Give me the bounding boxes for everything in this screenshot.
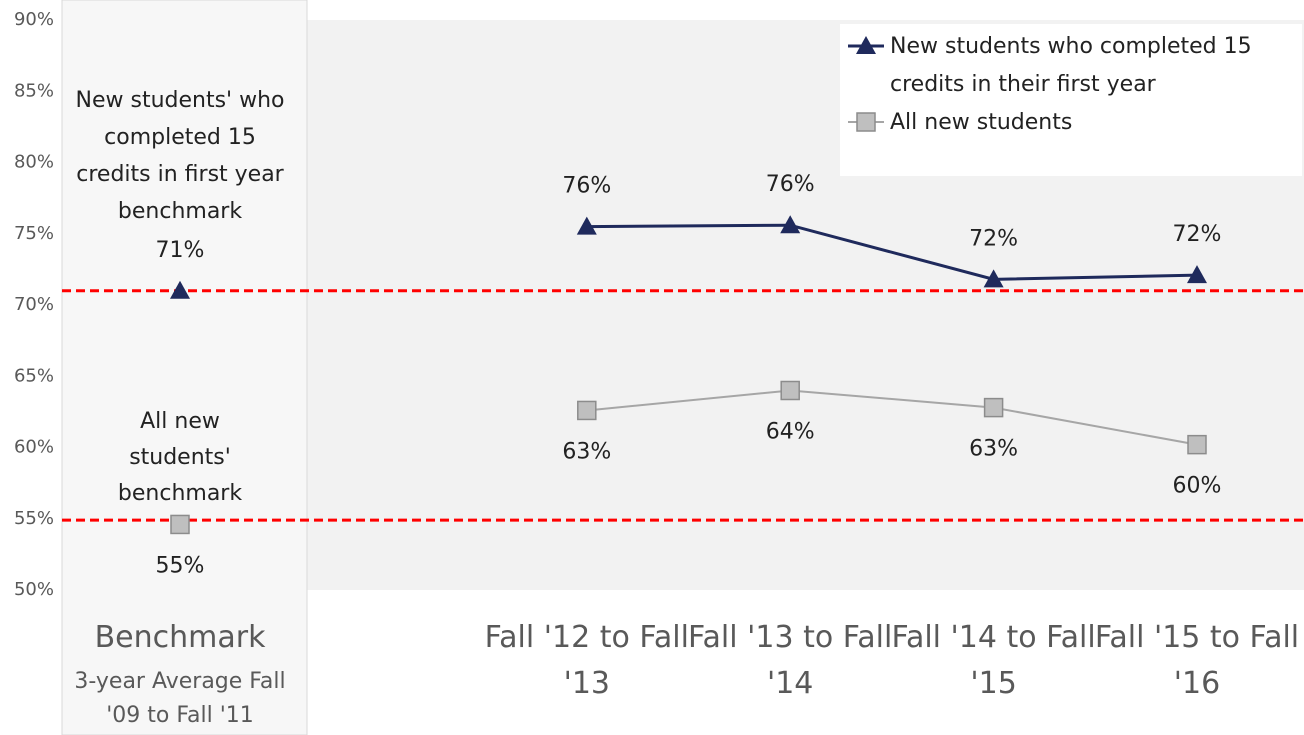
y-tick-label: 90%: [14, 9, 54, 30]
marker: [780, 215, 801, 234]
category-note-box: 3-year Average Fall '09 to Fall '11: [74, 669, 286, 728]
x-tick-label: Fall '12 to Fall '13: [484, 620, 689, 701]
marker: [576, 216, 597, 235]
y-tick-label: 65%: [14, 365, 54, 386]
y-tick-label: 75%: [14, 223, 54, 244]
x-tick-label-box: Benchmark: [94, 620, 266, 655]
x-tick-label: Fall '14 to Fall '15: [891, 620, 1096, 701]
legend-marker: [856, 36, 876, 54]
x-tick-label-box: Fall '14 to Fall '15: [891, 620, 1096, 701]
legend-label-box: New students who completed 15 credits in…: [890, 34, 1252, 97]
marker: [170, 280, 190, 299]
legend-label-box: All new students: [890, 110, 1073, 135]
data-label: 72%: [1173, 222, 1222, 247]
y-tick-label: 55%: [14, 508, 54, 529]
data-label: 72%: [969, 226, 1018, 251]
x-tick-label-box: Fall '15 to Fall '16: [1094, 620, 1300, 701]
legend-label: All new students: [890, 110, 1073, 135]
x-tick-label-box: Fall '12 to Fall '13: [484, 620, 689, 701]
category-note: 3-year Average Fall '09 to Fall '11: [74, 669, 286, 728]
series-line: [586, 223, 1198, 281]
x-tick-label-box: Fall '13 to Fall '14: [688, 620, 893, 701]
y-tick-label: 60%: [14, 437, 54, 458]
marker: [983, 397, 1004, 418]
data-label: 60%: [1173, 474, 1222, 499]
data-label: 76%: [766, 172, 815, 197]
marker: [1187, 434, 1207, 455]
data-label: 63%: [562, 439, 611, 464]
y-tick-label: 50%: [14, 579, 54, 600]
x-tick-label: Fall '13 to Fall '14: [688, 620, 893, 701]
y-tick-label: 85%: [14, 80, 54, 101]
legend-marker: [856, 112, 876, 132]
data-label: 55%: [156, 553, 205, 578]
y-tick-label: 70%: [14, 294, 54, 315]
legend-box: [840, 24, 1302, 176]
annotation-box: New students' who completed 15 credits i…: [75, 88, 285, 224]
marker: [983, 269, 1004, 288]
data-label: 76%: [562, 174, 611, 199]
data-label: 71%: [156, 238, 205, 263]
marker: [1187, 265, 1207, 284]
benchmark-panel: [61, 0, 308, 735]
legend-label: New students who completed 15 credits in…: [890, 34, 1252, 97]
y-tick-label: 80%: [14, 152, 54, 173]
marker: [780, 380, 800, 401]
annotation: New students' who completed 15 credits i…: [75, 88, 285, 224]
series-line: [586, 389, 1198, 446]
x-tick-label: Benchmark: [94, 620, 266, 655]
x-tick-label: Fall '15 to Fall '16: [1094, 620, 1300, 701]
annotation-box: All new students' benchmark: [117, 409, 243, 506]
marker: [170, 514, 190, 535]
data-label: 64%: [766, 420, 815, 445]
data-label: 63%: [969, 437, 1018, 462]
annotation: All new students' benchmark: [117, 409, 243, 506]
marker: [577, 400, 597, 421]
